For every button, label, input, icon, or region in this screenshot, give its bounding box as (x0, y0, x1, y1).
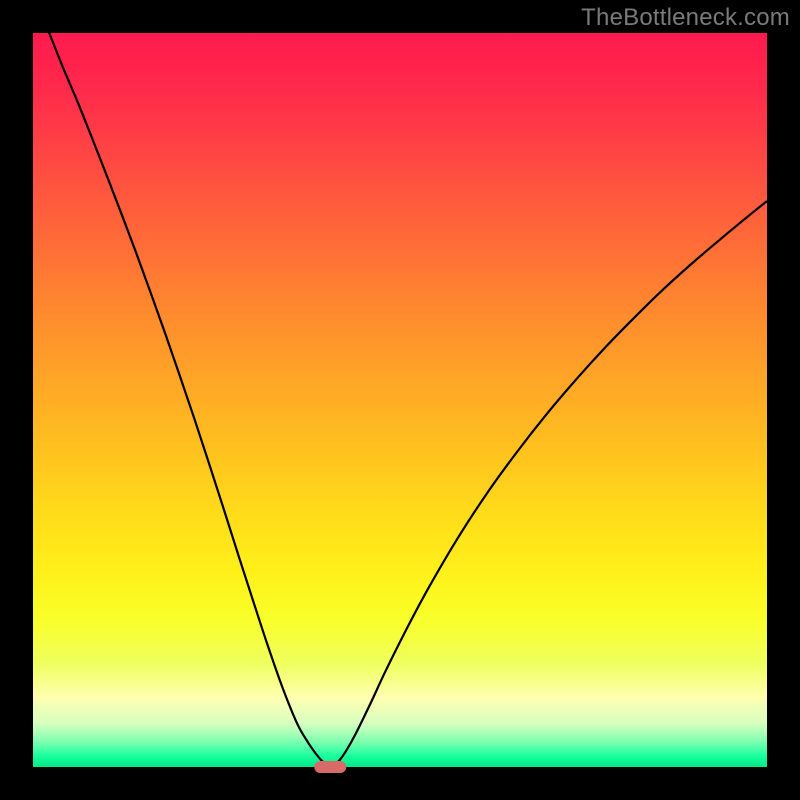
notch-marker (314, 761, 346, 773)
chart-frame: TheBottleneck.com (0, 0, 800, 800)
watermark-text: TheBottleneck.com (581, 4, 790, 32)
bottleneck-chart (0, 0, 800, 800)
plot-background-gradient (33, 33, 767, 767)
